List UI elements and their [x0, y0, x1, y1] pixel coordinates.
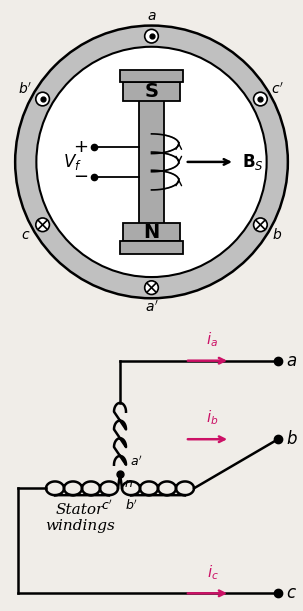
Text: $n$: $n$: [124, 477, 133, 489]
Text: Stator
windings: Stator windings: [45, 503, 115, 533]
Circle shape: [254, 218, 267, 232]
Text: $V_f$: $V_f$: [63, 152, 82, 172]
Bar: [139, 82, 164, 241]
Text: $c$: $c$: [286, 584, 297, 602]
Text: $c'$: $c'$: [271, 82, 284, 97]
Text: N: N: [143, 223, 160, 242]
Text: $a$: $a$: [147, 10, 156, 23]
Text: S: S: [145, 82, 158, 101]
Text: $c$: $c$: [21, 228, 30, 241]
Bar: [123, 223, 180, 241]
Text: $b'$: $b'$: [125, 498, 138, 513]
Bar: [120, 70, 183, 82]
Text: $a'$: $a'$: [130, 454, 142, 469]
Circle shape: [145, 281, 158, 295]
Circle shape: [36, 92, 49, 106]
Text: $c'$: $c'$: [101, 498, 113, 513]
Circle shape: [36, 47, 267, 277]
Text: $\mathbf{B}_S$: $\mathbf{B}_S$: [242, 152, 264, 172]
Text: +: +: [73, 137, 88, 156]
Circle shape: [15, 26, 288, 298]
Circle shape: [36, 218, 49, 232]
Text: $i_b$: $i_b$: [206, 409, 219, 428]
Text: $b$: $b$: [286, 430, 298, 448]
Text: $i_c$: $i_c$: [207, 563, 218, 582]
Bar: [120, 241, 183, 254]
Bar: [123, 82, 180, 101]
Circle shape: [145, 29, 158, 43]
Text: $a'$: $a'$: [145, 300, 158, 315]
Text: −: −: [73, 168, 88, 186]
Text: $i_a$: $i_a$: [206, 330, 218, 349]
Text: $b$: $b$: [272, 227, 282, 242]
Text: $a$: $a$: [286, 352, 297, 370]
Text: $b'$: $b'$: [18, 82, 33, 97]
Circle shape: [254, 92, 267, 106]
